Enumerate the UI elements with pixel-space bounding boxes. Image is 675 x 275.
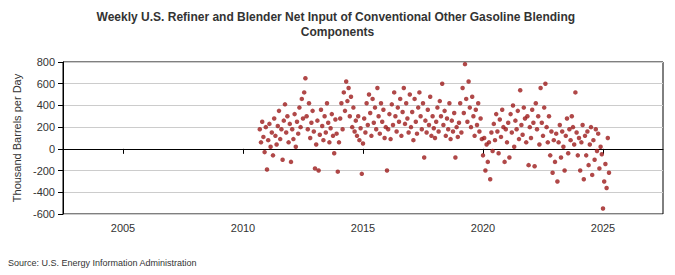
svg-text:2010: 2010 bbox=[231, 222, 255, 234]
svg-text:Weekly U.S. Refiner and Blende: Weekly U.S. Refiner and Blender Net Inpu… bbox=[97, 10, 579, 24]
svg-text:-400: -400 bbox=[33, 186, 55, 198]
svg-text:400: 400 bbox=[37, 99, 55, 111]
svg-text:800: 800 bbox=[37, 56, 55, 68]
svg-text:2015: 2015 bbox=[351, 222, 375, 234]
svg-text:Source: U.S. Energy Informatio: Source: U.S. Energy Information Administ… bbox=[8, 258, 197, 268]
svg-text:2025: 2025 bbox=[591, 222, 615, 234]
svg-text:2020: 2020 bbox=[471, 222, 495, 234]
svg-text:Thousand Barrels per Day: Thousand Barrels per Day bbox=[11, 73, 23, 202]
svg-text:0: 0 bbox=[49, 143, 55, 155]
svg-text:2005: 2005 bbox=[111, 222, 135, 234]
svg-text:600: 600 bbox=[37, 78, 55, 90]
svg-text:-600: -600 bbox=[33, 208, 55, 220]
svg-text:Components: Components bbox=[301, 25, 375, 39]
svg-text:200: 200 bbox=[37, 121, 55, 133]
svg-text:-200: -200 bbox=[33, 165, 55, 177]
